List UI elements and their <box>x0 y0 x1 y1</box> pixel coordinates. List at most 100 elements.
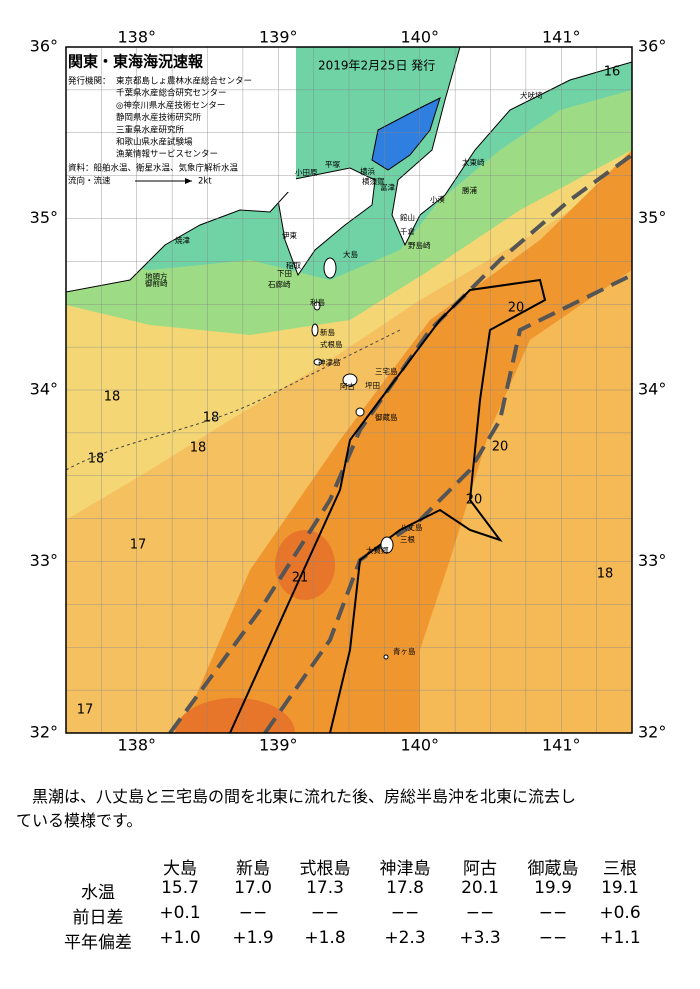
place-name: 稲取 <box>286 260 301 270</box>
island <box>313 358 323 366</box>
lat-label: 32° <box>638 723 666 742</box>
land-izu <box>277 167 376 277</box>
column-header: 御蔵島 <box>527 859 579 879</box>
land-boso <box>391 47 632 247</box>
place-name: 阿古 <box>340 381 355 391</box>
lat-label: 33° <box>638 551 666 570</box>
agency: ◎神奈川県水産技術センター <box>116 100 225 111</box>
place-name: 三根 <box>400 534 415 544</box>
place-name: 横須賀 <box>362 176 385 186</box>
place-name: 平塚 <box>325 160 340 169</box>
place-name: 太東崎 <box>462 157 485 167</box>
map: 関東・東海海況速報 2019年2月25日 発行 発行機関： 東京都島しょ農林水産… <box>30 28 667 755</box>
contour <box>66 329 401 471</box>
place-name: 大賀郷 <box>366 545 389 555</box>
lon-label: 141° <box>542 28 581 47</box>
temperature-label: 20 <box>466 493 483 508</box>
column-header: 阿古 <box>463 859 497 879</box>
agencies-label: 発行機関： <box>68 76 111 87</box>
table-cell: +0.6 <box>599 903 641 923</box>
agencies: 東京都島しょ農林水産総合センター千葉県水産総合研究センター◎神奈川県水産技術セン… <box>116 76 252 160</box>
table-cell: +2.3 <box>384 928 426 948</box>
temperature-label: 18 <box>203 411 220 426</box>
table-cell: 20.1 <box>461 878 499 898</box>
place-name: 焼津 <box>175 236 190 245</box>
lon-label: 140° <box>400 28 439 47</box>
island <box>355 407 365 417</box>
lon-label: 140° <box>400 736 439 755</box>
agency: 和歌山県水産試験場 <box>116 137 193 148</box>
table-cell: −− <box>310 903 340 923</box>
lat-label: 33° <box>30 551 58 570</box>
temperature-label: 21 <box>292 571 309 586</box>
row-label: 水温 <box>81 883 115 903</box>
issue-date: 2019年2月25日 発行 <box>318 59 435 73</box>
kuroshio-axis <box>263 273 632 733</box>
place-name: 小湊 <box>430 194 445 204</box>
lat-label: 35° <box>638 208 666 227</box>
temperature-label: 20 <box>508 301 525 316</box>
temperature-label: 16 <box>604 65 621 80</box>
column-header: 新島 <box>236 859 270 879</box>
place-name: 御蔵島 <box>375 412 398 422</box>
place-name: 地頭方 <box>145 271 168 281</box>
temperature-label: 17 <box>77 703 94 718</box>
place-name: 式根島 <box>320 339 343 349</box>
island <box>313 301 321 311</box>
table-cell: 15.7 <box>161 878 199 898</box>
lat-label: 35° <box>30 208 58 227</box>
tokyo-bay <box>371 97 441 171</box>
map-frame <box>65 46 633 734</box>
island <box>383 654 389 660</box>
place-name: 石廊崎 <box>268 279 291 289</box>
place-name: 伊東 <box>282 230 297 240</box>
map-title: 関東・東海海況速報 <box>68 53 204 71</box>
land-shizuoka <box>66 189 292 293</box>
island <box>323 257 337 279</box>
table-cell: −− <box>538 903 568 923</box>
temperature-label: 18 <box>104 390 121 405</box>
column-header: 大島 <box>163 859 197 879</box>
place-name: 御前崎 <box>145 278 168 288</box>
table-cell: −− <box>238 903 268 923</box>
lat-label: 36° <box>638 37 666 56</box>
table-cell: 17.8 <box>386 878 424 898</box>
column-header: 神津島 <box>379 859 431 879</box>
place-name: 野島崎 <box>408 240 431 250</box>
lat-label: 36° <box>30 37 58 56</box>
table-cell: +1.0 <box>159 928 201 948</box>
island <box>342 373 358 387</box>
row-label: 前日差 <box>72 908 124 928</box>
agency: 漁業情報サービスセンター <box>116 149 218 160</box>
lon-label: 138° <box>117 736 156 755</box>
table-cell: −− <box>465 903 495 923</box>
lat-label: 32° <box>30 723 58 742</box>
place-name: 神津島 <box>318 357 341 367</box>
place-name: 富津 <box>380 182 395 192</box>
place-name: 横浜 <box>360 166 375 176</box>
sources: 資料：船舶水温、衛星水温、気象庁解析水温 <box>68 163 239 174</box>
summary-line: 黒潮は、八丈島と三宅島の間を北東に流れた後、房総半島沖を北東に流去し <box>32 787 577 806</box>
table-cell: −− <box>538 928 568 948</box>
island <box>380 536 394 554</box>
legend-box <box>66 47 296 192</box>
lon-label: 138° <box>117 28 156 47</box>
place-name: 勝浦 <box>462 185 477 195</box>
column-header: 式根島 <box>299 859 351 879</box>
temperature-label: 17 <box>130 538 147 553</box>
temperature-label: 18 <box>597 567 614 582</box>
lon-label: 141° <box>542 736 581 755</box>
flow-arrowhead <box>185 178 192 184</box>
column-header: 三根 <box>603 859 637 879</box>
place-name: 青ヶ島 <box>393 646 416 656</box>
table-cell: +3.3 <box>459 928 501 948</box>
place-name: 小田原 <box>295 168 318 177</box>
row-label: 平年偏差 <box>64 933 132 953</box>
temperature-label: 18 <box>88 452 105 467</box>
agency: 千葉県水産総合研究センター <box>116 88 227 99</box>
table-cell: −− <box>390 903 420 923</box>
table-cell: +0.1 <box>159 903 201 923</box>
isotherm <box>229 278 547 733</box>
lon-label: 139° <box>259 28 298 47</box>
lon-label: 139° <box>259 736 298 755</box>
